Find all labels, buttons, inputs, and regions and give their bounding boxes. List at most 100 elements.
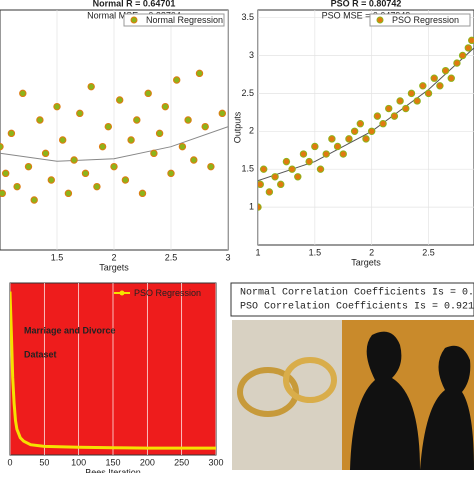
point bbox=[436, 82, 444, 90]
point bbox=[116, 96, 124, 104]
point bbox=[265, 188, 274, 196]
point bbox=[104, 122, 113, 131]
panel-line: Normal Correlation Coefficients Is = 0.4… bbox=[240, 287, 474, 299]
point bbox=[333, 142, 342, 151]
point bbox=[299, 150, 308, 158]
point bbox=[36, 116, 44, 124]
point bbox=[76, 109, 84, 118]
fit-line bbox=[0, 126, 228, 162]
x-tick-label: 2.5 bbox=[165, 252, 178, 262]
x-tick-label: 2 bbox=[111, 252, 116, 262]
point bbox=[468, 36, 474, 45]
plot-content bbox=[258, 10, 474, 245]
x-tick-label: 2.5 bbox=[422, 247, 435, 257]
point bbox=[316, 165, 325, 173]
point bbox=[390, 112, 399, 120]
point bbox=[271, 173, 279, 181]
point bbox=[7, 129, 16, 138]
legend-marker bbox=[376, 16, 384, 24]
point bbox=[70, 156, 78, 164]
x-axis-label: Targets bbox=[99, 262, 129, 272]
y-tick-label: 2.5 bbox=[241, 88, 254, 98]
y-tick-label: 2 bbox=[249, 126, 254, 136]
x-tick-label: 2 bbox=[369, 247, 374, 257]
point bbox=[441, 66, 450, 75]
point bbox=[195, 69, 204, 78]
legend-marker bbox=[130, 16, 138, 24]
point bbox=[356, 120, 365, 128]
point bbox=[64, 189, 73, 198]
y-tick-label: 1.5 bbox=[241, 164, 254, 174]
point bbox=[173, 76, 181, 84]
point bbox=[133, 116, 141, 124]
point bbox=[362, 135, 370, 143]
point bbox=[167, 169, 175, 178]
y-tick-label: 3 bbox=[249, 50, 254, 60]
point bbox=[259, 165, 268, 173]
x-tick-label: 50 bbox=[39, 457, 49, 467]
point bbox=[430, 74, 438, 82]
line bbox=[10, 291, 216, 450]
text-panel bbox=[230, 282, 474, 317]
point bbox=[367, 127, 376, 135]
point bbox=[305, 157, 313, 166]
point bbox=[13, 182, 21, 191]
point bbox=[464, 44, 473, 52]
x-tick-label: 0 bbox=[7, 457, 12, 467]
point bbox=[201, 122, 209, 131]
point bbox=[127, 136, 135, 144]
point bbox=[190, 156, 198, 164]
chart-title: PSO R = 0.80742 bbox=[331, 0, 402, 8]
point bbox=[311, 142, 319, 151]
point bbox=[98, 142, 107, 151]
point bbox=[350, 127, 359, 135]
point bbox=[339, 150, 347, 158]
point bbox=[110, 162, 118, 171]
point bbox=[81, 169, 90, 178]
x-tick-label: 250 bbox=[174, 457, 189, 467]
panel-line: PSO Correlation Coefficients Is = 0.9214… bbox=[240, 301, 474, 313]
point bbox=[0, 142, 4, 151]
x-tick-label: 300 bbox=[208, 457, 223, 467]
point bbox=[379, 120, 387, 128]
point bbox=[121, 176, 130, 184]
point bbox=[47, 176, 55, 184]
point bbox=[93, 182, 101, 191]
point bbox=[288, 165, 296, 173]
point bbox=[407, 89, 416, 98]
point bbox=[413, 97, 421, 105]
point bbox=[19, 89, 27, 98]
legend-label: PSO Regression bbox=[134, 288, 201, 298]
point bbox=[458, 51, 467, 60]
point bbox=[322, 150, 330, 158]
x-tick-label: 150 bbox=[105, 457, 120, 467]
point bbox=[178, 142, 187, 151]
point bbox=[184, 116, 192, 124]
point bbox=[155, 129, 164, 138]
photo bbox=[232, 320, 474, 470]
chart-subtitle: PSO MSE = 0.047949 bbox=[322, 10, 411, 20]
point bbox=[402, 104, 410, 113]
point bbox=[138, 189, 147, 198]
point bbox=[258, 180, 264, 189]
legend-label: PSO Regression bbox=[392, 15, 459, 25]
point bbox=[328, 135, 336, 143]
legend-marker bbox=[119, 290, 125, 296]
plot-area bbox=[257, 9, 474, 246]
x-axis-label: Targets bbox=[351, 257, 381, 267]
point bbox=[258, 203, 262, 211]
x-tick-label: 3 bbox=[225, 252, 230, 262]
point bbox=[53, 102, 61, 111]
y-tick-label: 1 bbox=[249, 201, 254, 211]
y-tick-label: 3.5 bbox=[241, 12, 254, 22]
point bbox=[396, 97, 404, 105]
x-tick-label: 200 bbox=[140, 457, 155, 467]
point bbox=[1, 169, 10, 178]
x-tick-label: 100 bbox=[71, 457, 86, 467]
annotation: Marriage and Divorce bbox=[24, 325, 116, 335]
y-axis-label: Outputs bbox=[232, 111, 242, 143]
point bbox=[24, 162, 33, 171]
x-tick-label: 1.5 bbox=[51, 252, 64, 262]
